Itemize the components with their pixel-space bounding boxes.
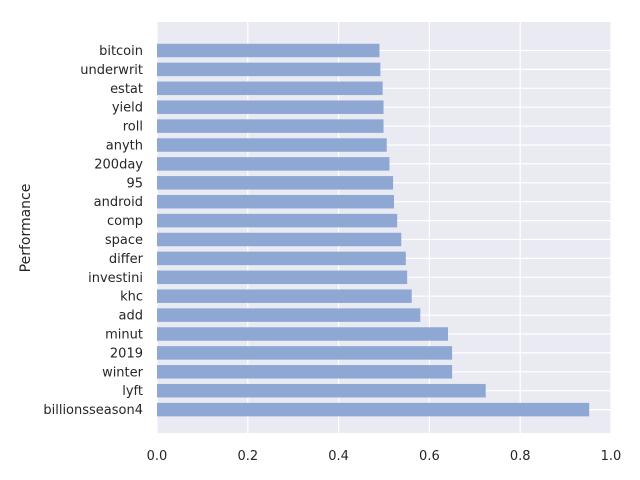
x-tick-label: 0.8 <box>510 449 531 464</box>
y-tick-label-differ: differ <box>109 252 144 267</box>
bar-investini <box>157 270 408 285</box>
x-tick-label: 0.4 <box>328 449 349 464</box>
y-tick-label-2019: 2019 <box>110 346 143 361</box>
y-tick-labels: bitcoin underwrit estat yield roll anyth 200da… <box>43 44 143 418</box>
bar-space <box>157 232 402 247</box>
y-tick-label-android: android <box>94 195 143 210</box>
y-tick-label-estat: estat <box>110 82 143 97</box>
y-tick-label-comp: comp <box>107 214 143 229</box>
bar-yield <box>157 100 384 114</box>
bar-winter <box>157 365 453 379</box>
bar-200day <box>157 157 390 171</box>
x-tick-labels: 0.0 0.2 0.4 0.6 0.8 1.0 <box>147 449 622 464</box>
y-tick-label-bitcoin: bitcoin <box>99 44 143 59</box>
y-tick-label-khc: khc <box>120 290 143 305</box>
bar-differ <box>157 251 406 266</box>
y-tick-label-underwrit: underwrit <box>80 63 143 78</box>
bar-2019 <box>157 346 453 360</box>
y-tick-label-roll: roll <box>123 120 143 135</box>
bar-underwrit <box>157 62 381 77</box>
bar-khc <box>157 289 412 303</box>
bar-add <box>157 308 421 322</box>
bar-minut <box>157 327 449 341</box>
y-tick-label-winter: winter <box>102 365 144 380</box>
y-axis-title: Performance <box>18 184 34 273</box>
bar-roll <box>157 119 384 133</box>
y-tick-label-minut: minut <box>105 328 143 343</box>
x-tick-label: 1.0 <box>601 449 622 464</box>
bar-95 <box>157 176 394 190</box>
x-tick-label: 0.6 <box>419 449 440 464</box>
bar-lyft <box>157 383 486 398</box>
y-tick-label-space: space <box>105 233 143 248</box>
y-tick-label-billionsseason4: billionsseason4 <box>43 403 143 418</box>
y-tick-label-investini: investini <box>88 271 143 286</box>
y-tick-label-yield: yield <box>112 101 143 116</box>
bar-android <box>157 194 394 209</box>
y-tick-label-anyth: anyth <box>106 139 143 154</box>
x-tick-label: 0.0 <box>147 449 168 464</box>
x-tick-label: 0.2 <box>237 449 258 464</box>
bar-comp <box>157 213 398 228</box>
bars <box>157 43 590 417</box>
bar-billionsseason4 <box>157 402 590 417</box>
y-tick-label-add: add <box>119 309 143 324</box>
bar-estat <box>157 81 383 96</box>
y-tick-label-200day: 200day <box>94 157 143 172</box>
bar-anyth <box>157 138 387 152</box>
y-tick-label-95: 95 <box>126 176 143 191</box>
bar-bitcoin <box>157 43 380 58</box>
y-tick-label-lyft: lyft <box>122 384 143 399</box>
